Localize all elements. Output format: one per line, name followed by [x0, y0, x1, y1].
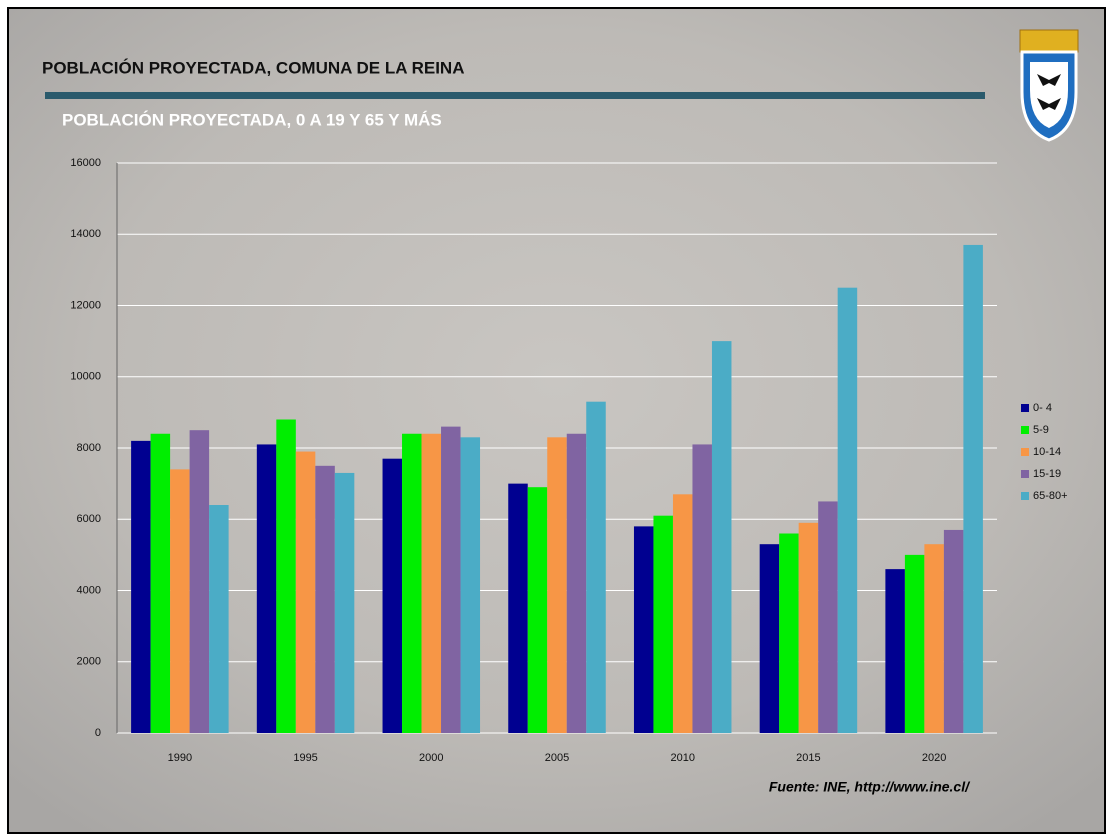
legend-swatch	[1021, 448, 1029, 456]
bar	[151, 434, 171, 733]
legend-label: 15-19	[1033, 468, 1061, 480]
bar	[944, 530, 964, 733]
bar	[586, 402, 606, 733]
legend-swatch	[1021, 426, 1029, 434]
legend-swatch	[1021, 404, 1029, 412]
bar	[779, 534, 799, 734]
x-tick-label: 2015	[796, 752, 820, 764]
chart-subtitle: POBLACIÓN PROYECTADA, 0 A 19 Y 65 Y MÁS	[62, 110, 442, 129]
bar	[383, 459, 403, 733]
bar	[653, 516, 673, 733]
bar	[924, 544, 944, 733]
legend-swatch	[1021, 492, 1029, 500]
bar	[315, 466, 335, 733]
chart-title: POBLACIÓN PROYECTADA, COMUNA DE LA REINA	[42, 58, 465, 77]
bar	[818, 501, 838, 733]
bar	[885, 569, 905, 733]
x-tick-label: 2005	[545, 752, 569, 764]
x-tick-label: 1990	[168, 752, 192, 764]
bar	[461, 437, 481, 733]
bar	[692, 444, 712, 733]
bar	[508, 484, 528, 733]
bar	[190, 430, 210, 733]
x-tick-label: 2000	[419, 752, 443, 764]
x-tick-label: 2020	[922, 752, 946, 764]
y-tick-label: 0	[95, 727, 101, 739]
x-tick-label: 1995	[293, 752, 317, 764]
y-tick-label: 6000	[77, 513, 101, 525]
bar	[673, 494, 693, 733]
y-tick-label: 14000	[70, 228, 101, 240]
bar	[567, 434, 587, 733]
bar	[209, 505, 229, 733]
bar	[422, 434, 442, 733]
y-tick-label: 16000	[70, 157, 101, 169]
bar	[760, 544, 780, 733]
bar	[799, 523, 819, 733]
y-tick-label: 4000	[77, 584, 101, 596]
bar	[547, 437, 567, 733]
title-rule	[45, 92, 985, 99]
emblem	[1020, 30, 1078, 140]
legend-label: 5-9	[1033, 424, 1049, 436]
source-note: Fuente: INE, http://www.ine.cl/	[769, 779, 971, 795]
y-tick-label: 2000	[77, 656, 101, 668]
x-tick-label: 2010	[670, 752, 694, 764]
legend-swatch	[1021, 470, 1029, 478]
bar	[335, 473, 355, 733]
legend-label: 65-80+	[1033, 490, 1068, 502]
bar	[276, 420, 296, 734]
bar	[712, 341, 732, 733]
bar	[170, 469, 190, 733]
bar	[634, 526, 654, 733]
bar	[257, 444, 277, 733]
bar	[402, 434, 422, 733]
bar	[528, 487, 548, 733]
bar	[838, 288, 858, 733]
y-tick-label: 12000	[70, 299, 101, 311]
legend-label: 0- 4	[1033, 402, 1052, 414]
legend-label: 10-14	[1033, 446, 1061, 458]
bar	[905, 555, 925, 733]
bar	[131, 441, 151, 733]
y-tick-label: 8000	[77, 442, 101, 454]
bar	[296, 452, 316, 733]
bar	[441, 427, 461, 733]
slide: POBLACIÓN PROYECTADA, COMUNA DE LA REINA…	[0, 0, 1107, 835]
bar	[963, 245, 983, 733]
y-tick-label: 10000	[70, 371, 101, 383]
